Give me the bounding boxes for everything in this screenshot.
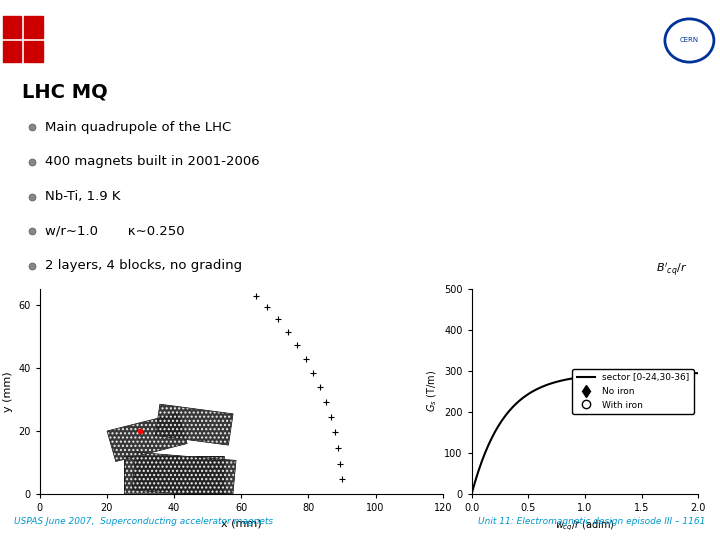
Text: $B'_{cq}/r$: $B'_{cq}/r$ — [656, 261, 687, 279]
Bar — [24, 40, 43, 62]
Polygon shape — [124, 456, 225, 494]
Polygon shape — [156, 404, 233, 445]
Text: 2 layers, 4 blocks, no grading: 2 layers, 4 blocks, no grading — [45, 259, 243, 272]
sector [0-24,30-36] — [675, 370, 683, 376]
Text: LHC MQ: LHC MQ — [22, 82, 107, 101]
Text: Main quadrupole of the LHC: Main quadrupole of the LHC — [45, 121, 232, 134]
Text: w/r∼1.0       κ∼0.250: w/r∼1.0 κ∼0.250 — [45, 225, 185, 238]
sector [0-24,30-36] — [528, 389, 536, 395]
Bar — [3, 16, 22, 38]
Bar — [3, 40, 22, 62]
X-axis label: $w_{cq}/r$ (adim): $w_{cq}/r$ (adim) — [555, 519, 615, 533]
Legend: sector [0-24,30-36], No iron, With iron: sector [0-24,30-36], No iron, With iron — [572, 369, 694, 414]
Polygon shape — [132, 452, 236, 498]
Bar — [24, 16, 43, 38]
sector [0-24,30-36] — [477, 461, 485, 468]
Line: sector [0-24,30-36]: sector [0-24,30-36] — [472, 373, 698, 494]
sector [0-24,30-36] — [481, 449, 490, 456]
sector [0-24,30-36] — [683, 370, 691, 376]
Y-axis label: $G_s$ (T/m): $G_s$ (T/m) — [425, 370, 438, 413]
X-axis label: x (mm): x (mm) — [221, 519, 261, 529]
Text: Unit 11: Electromagnetic design episode III – 1161: Unit 11: Electromagnetic design episode … — [478, 517, 706, 525]
sector [0-24,30-36] — [467, 491, 476, 497]
Polygon shape — [107, 413, 187, 462]
Y-axis label: y (mm): y (mm) — [3, 371, 13, 412]
sector [0-24,30-36] — [694, 370, 703, 376]
Text: CERN: CERN — [680, 37, 699, 44]
Text: 6.  A REVIEW OF QUADRUPOLES LAY-OUTS: 6. A REVIEW OF QUADRUPOLES LAY-OUTS — [130, 31, 554, 50]
Text: 400 magnets built in 2001-2006: 400 magnets built in 2001-2006 — [45, 156, 260, 168]
sector [0-24,30-36] — [510, 403, 518, 409]
Text: USPAS June 2007,  Superconducting accelerator magnets: USPAS June 2007, Superconducting acceler… — [14, 517, 274, 525]
Text: Nb-Ti, 1.9 K: Nb-Ti, 1.9 K — [45, 190, 121, 203]
